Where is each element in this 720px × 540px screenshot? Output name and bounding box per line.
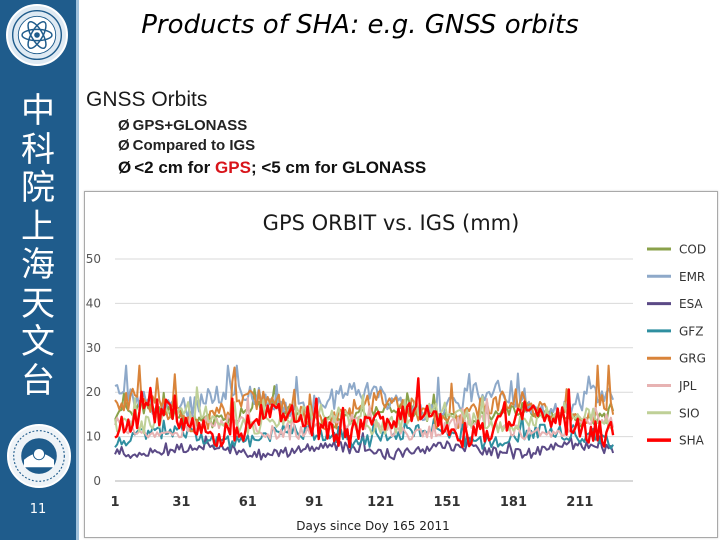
arrow-bullet-icon: Ø xyxy=(118,158,132,177)
bullet-item: Ø Compared to IGS xyxy=(118,136,426,156)
vertical-org-name: 中 科 院 上 海 天 文 台 xyxy=(14,92,62,400)
academy-logo xyxy=(6,4,68,66)
series-line-emr xyxy=(114,364,615,422)
vertical-char: 院 xyxy=(21,168,55,208)
y-tick-label: 50 xyxy=(86,252,101,266)
page-number: 11 xyxy=(29,502,47,517)
orbit-comparison-chart: GPS ORBIT vs. IGS (mm) Days since Doy 16… xyxy=(84,191,718,538)
x-tick-label: 1 xyxy=(110,495,119,510)
bullet-list: Ø GPS+GLONASS Ø Compared to IGS Ø <2 cm for… xyxy=(118,116,426,178)
atom-emblem-icon xyxy=(11,9,63,61)
legend-label: SIO xyxy=(679,406,700,420)
x-tick-label: 61 xyxy=(239,495,257,510)
bullet-text: Compared to IGS xyxy=(132,137,256,154)
legend: COD EMR ESA GFZ GRG JPL SIO SHA xyxy=(647,243,706,448)
x-tick-label: 151 xyxy=(433,495,460,510)
vertical-char: 科 xyxy=(21,129,55,170)
x-tick-label: 121 xyxy=(367,495,394,510)
x-tick-label: 181 xyxy=(500,495,527,510)
series-line-gfz xyxy=(114,415,614,450)
legend-label: EMR xyxy=(679,270,705,284)
plot-area: 0 10 20 30 40 50 1 31 61 91 121 151 181 211 xyxy=(86,252,633,510)
x-axis-label: Days since Doy 165 2011 xyxy=(296,519,450,533)
legend-label: GFZ xyxy=(679,324,703,338)
slide-title: Products of SHA: e.g. GNSS orbits xyxy=(141,10,579,40)
y-tick-label: 0 xyxy=(93,474,101,488)
legend-label: JPL xyxy=(678,379,697,393)
bullet-item: Ø <2 cm for GPS; <5 cm for GLONASS xyxy=(118,158,426,178)
legend-label: GRG xyxy=(679,352,706,366)
bullet-text: GPS+GLONASS xyxy=(132,117,248,134)
vertical-char: 文 xyxy=(21,322,55,362)
x-tick-label: 91 xyxy=(305,495,323,510)
chart-title: GPS ORBIT vs. IGS (mm) xyxy=(263,211,520,235)
legend-label: SHA xyxy=(679,434,705,448)
vertical-char: 上 xyxy=(21,206,55,247)
chart-canvas: GPS ORBIT vs. IGS (mm) Days since Doy 16… xyxy=(86,211,706,533)
x-tick-label: 31 xyxy=(172,495,190,510)
observatory-logo xyxy=(7,424,71,488)
bullet-text: <2 cm for xyxy=(134,158,216,177)
legend-label: ESA xyxy=(679,297,703,311)
vertical-char: 中 xyxy=(21,91,55,131)
vertical-char: 天 xyxy=(21,283,55,324)
bullet-highlight: GPS xyxy=(215,158,251,177)
y-tick-label: 40 xyxy=(86,296,101,310)
vertical-char: 海 xyxy=(21,245,55,285)
vertical-char: 台 xyxy=(21,360,55,401)
sidebar: 中 科 院 上 海 天 文 台 11 xyxy=(0,0,76,540)
arrow-bullet-icon: Ø xyxy=(118,117,130,134)
y-tick-label: 30 xyxy=(86,341,101,355)
sidebar-divider xyxy=(76,0,79,540)
series-line-sha xyxy=(114,377,615,449)
section-heading: GNSS Orbits xyxy=(86,88,208,111)
legend-label: COD xyxy=(679,243,706,257)
observatory-emblem-icon xyxy=(13,430,65,482)
y-tick-label: 10 xyxy=(86,430,101,444)
y-tick-label: 20 xyxy=(86,385,101,399)
bullet-item: Ø GPS+GLONASS xyxy=(118,116,426,136)
x-tick-label: 211 xyxy=(566,495,593,510)
series-line-sio xyxy=(114,386,614,436)
bullet-text: ; <5 cm for GLONASS xyxy=(250,158,427,177)
arrow-bullet-icon: Ø xyxy=(118,137,130,154)
